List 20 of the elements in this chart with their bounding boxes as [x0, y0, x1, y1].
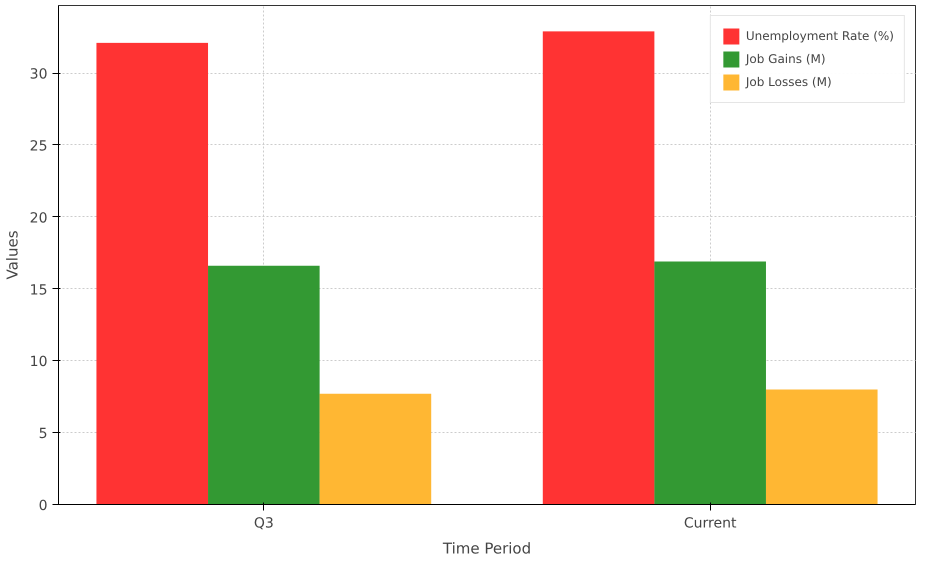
y-tick-label: 15	[30, 282, 48, 298]
bar	[320, 394, 432, 504]
bar	[654, 261, 766, 504]
y-tick-label: 30	[30, 66, 48, 83]
legend-label: Job Gains (M)	[746, 52, 826, 66]
x-tick-label: Q3	[254, 516, 274, 532]
y-tick-label: 5	[38, 426, 48, 442]
y-tick-label: 10	[30, 354, 48, 370]
y-axis-title: Values	[4, 230, 22, 280]
y-tick-label: 0	[38, 498, 48, 514]
bar	[542, 31, 654, 504]
legend-label: Unemployment Rate (%)	[746, 29, 894, 43]
y-tick-label: 20	[30, 210, 48, 226]
x-axis-title: Time Period	[442, 540, 532, 558]
y-tick-label: 25	[30, 138, 48, 154]
bar	[766, 389, 878, 504]
bar	[208, 266, 320, 504]
legend-label: Job Losses (M)	[746, 75, 832, 89]
x-tick-label: Current	[684, 516, 737, 532]
bar	[96, 42, 208, 504]
